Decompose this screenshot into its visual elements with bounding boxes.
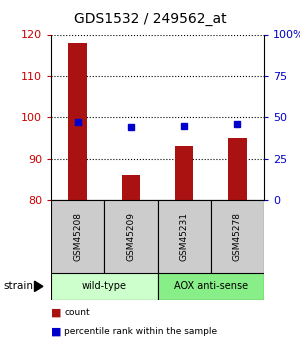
Text: GSM45231: GSM45231 bbox=[180, 212, 189, 261]
Text: strain: strain bbox=[3, 282, 33, 291]
Text: GSM45278: GSM45278 bbox=[233, 212, 242, 261]
Text: count: count bbox=[64, 308, 90, 317]
Bar bbox=[211, 200, 264, 273]
Bar bbox=[228, 138, 247, 200]
Polygon shape bbox=[34, 281, 43, 292]
Text: AOX anti-sense: AOX anti-sense bbox=[174, 282, 248, 291]
Bar bbox=[158, 273, 264, 300]
Text: ■: ■ bbox=[51, 326, 62, 336]
Bar bbox=[104, 200, 158, 273]
Bar bbox=[122, 175, 140, 200]
Text: GDS1532 / 249562_at: GDS1532 / 249562_at bbox=[74, 12, 226, 26]
Text: percentile rank within the sample: percentile rank within the sample bbox=[64, 327, 218, 336]
Text: GSM45208: GSM45208 bbox=[73, 212, 82, 261]
Bar bbox=[158, 200, 211, 273]
Bar bbox=[51, 273, 158, 300]
Text: wild-type: wild-type bbox=[82, 282, 127, 291]
Bar bbox=[51, 200, 104, 273]
Bar bbox=[68, 43, 87, 200]
Bar bbox=[175, 146, 194, 200]
Text: GSM45209: GSM45209 bbox=[126, 212, 135, 261]
Text: ■: ■ bbox=[51, 307, 62, 317]
